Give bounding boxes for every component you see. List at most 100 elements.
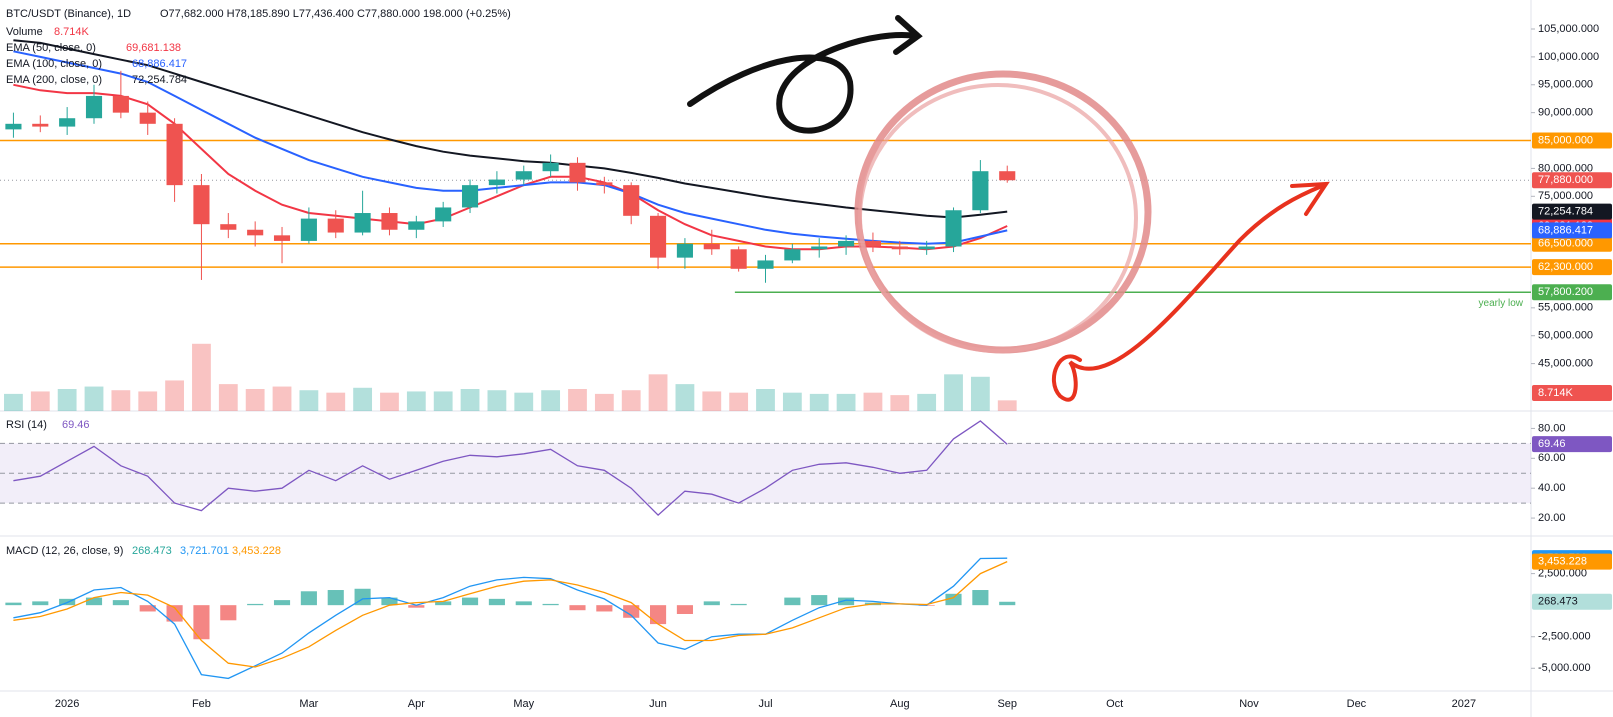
histogram-bar [488,598,505,606]
volume-bar [782,392,802,411]
macd-line [13,561,1008,668]
volume-bar [299,390,319,411]
x-tick-label: Jul [758,698,772,710]
y-tick-label: 50,000.000 [1538,330,1593,342]
legend-label: EMA (200, close, 0) [6,74,102,86]
candle-body [381,213,398,230]
legend-label: EMA (100, close, 0) [6,58,102,70]
histogram-bar [676,605,693,614]
volume-bar [353,387,373,411]
level-annotation: yearly low [1479,298,1524,309]
price-tag-label: 85,000.000 [1538,134,1593,146]
volume-bar [165,380,184,411]
histogram-bar [408,605,425,608]
signal-value: 3,453.228 [232,545,281,557]
volume-bar [917,393,937,411]
volume-bar [245,389,265,411]
volume-bar [192,343,211,411]
volume-bar [138,391,158,411]
ema-line [13,39,1008,219]
hand-drawn-annotations [687,15,1330,402]
candle-body [5,123,22,130]
candle-body [220,224,237,230]
legend-value: 69,681.138 [126,42,181,54]
volume-bar [890,395,910,411]
candle-body [139,112,156,124]
histogram-bar [5,602,22,606]
x-tick-label: Sep [997,698,1017,710]
histogram-bar [650,605,667,625]
candle-body [891,246,908,250]
candle-body [945,210,962,247]
histogram-bar [542,603,559,606]
price-tag [1532,132,1612,149]
volume-bar [702,391,722,411]
x-tick-label: Feb [192,698,211,710]
volume-bar [406,391,426,411]
price-tag [1532,203,1612,220]
y-tick-label: 55,000.000 [1538,302,1593,314]
volume-bar [218,384,238,411]
histogram-bar [139,605,156,612]
histogram-bar [32,601,49,606]
price-tag [1532,259,1612,276]
histogram-bar [166,605,183,622]
histogram-bar [327,590,344,606]
candle-body [596,182,613,186]
candle-body [784,249,801,261]
candle-body [435,207,452,222]
y-tick-label: 80.00 [1538,422,1566,434]
histogram-bar [515,601,532,606]
y-tick-label: 60.00 [1538,452,1566,464]
volume-bar [380,392,399,411]
volume-bar [970,376,990,411]
price-tag-label: 268.473 [1538,596,1578,608]
candle-body [327,218,344,233]
histogram-bar [461,597,479,606]
price-tag-label: 8.714K [1538,387,1574,399]
candle-body [730,249,747,269]
candle-body [59,118,76,127]
histogram-bar [945,593,962,606]
pink-circle [858,83,1138,353]
volume-bar [675,384,695,411]
candle-body [650,215,667,258]
candle-body [676,243,693,258]
price-tag [1532,593,1612,610]
histogram-bar [300,591,317,606]
histogram-bar [623,605,640,618]
candle-body [461,185,479,208]
volume-bar [272,386,292,411]
price-tag-label: 57,800.200 [1538,286,1593,298]
volume-bar [836,393,856,411]
candle-body [273,235,291,241]
price-tag-label: 3,453.228 [1538,555,1587,567]
y-tick-label: -2,500.000 [1538,631,1591,643]
histogram-bar [569,605,586,611]
candle-body [623,185,640,216]
candle-body [838,240,855,247]
histogram-bar [811,595,828,606]
histogram-bar [112,600,129,606]
candle-body [408,221,425,230]
histogram-bar [999,601,1016,606]
price-tag-label: 68,886.417 [1538,224,1593,236]
black-arrow [687,32,918,134]
histogram-bar [247,603,264,606]
x-tick-label: Nov [1239,698,1259,710]
rsi-line [13,420,1008,516]
histogram-bar [435,601,452,606]
y-tick-label: 75,000.000 [1538,190,1593,202]
volume-bar [84,386,104,411]
volume-bar [326,392,346,411]
histogram-bar [85,597,103,606]
symbol-title: BTC/USDT (Binance), 1D [6,8,131,20]
histogram-bar [972,590,989,606]
candle-body [972,171,989,211]
volume-bar [863,392,883,411]
volume-bar [4,393,23,411]
legend-value: 8.714K [54,26,90,38]
candle-body [515,171,532,180]
price-tag-label: 77,880.000 [1538,174,1593,186]
